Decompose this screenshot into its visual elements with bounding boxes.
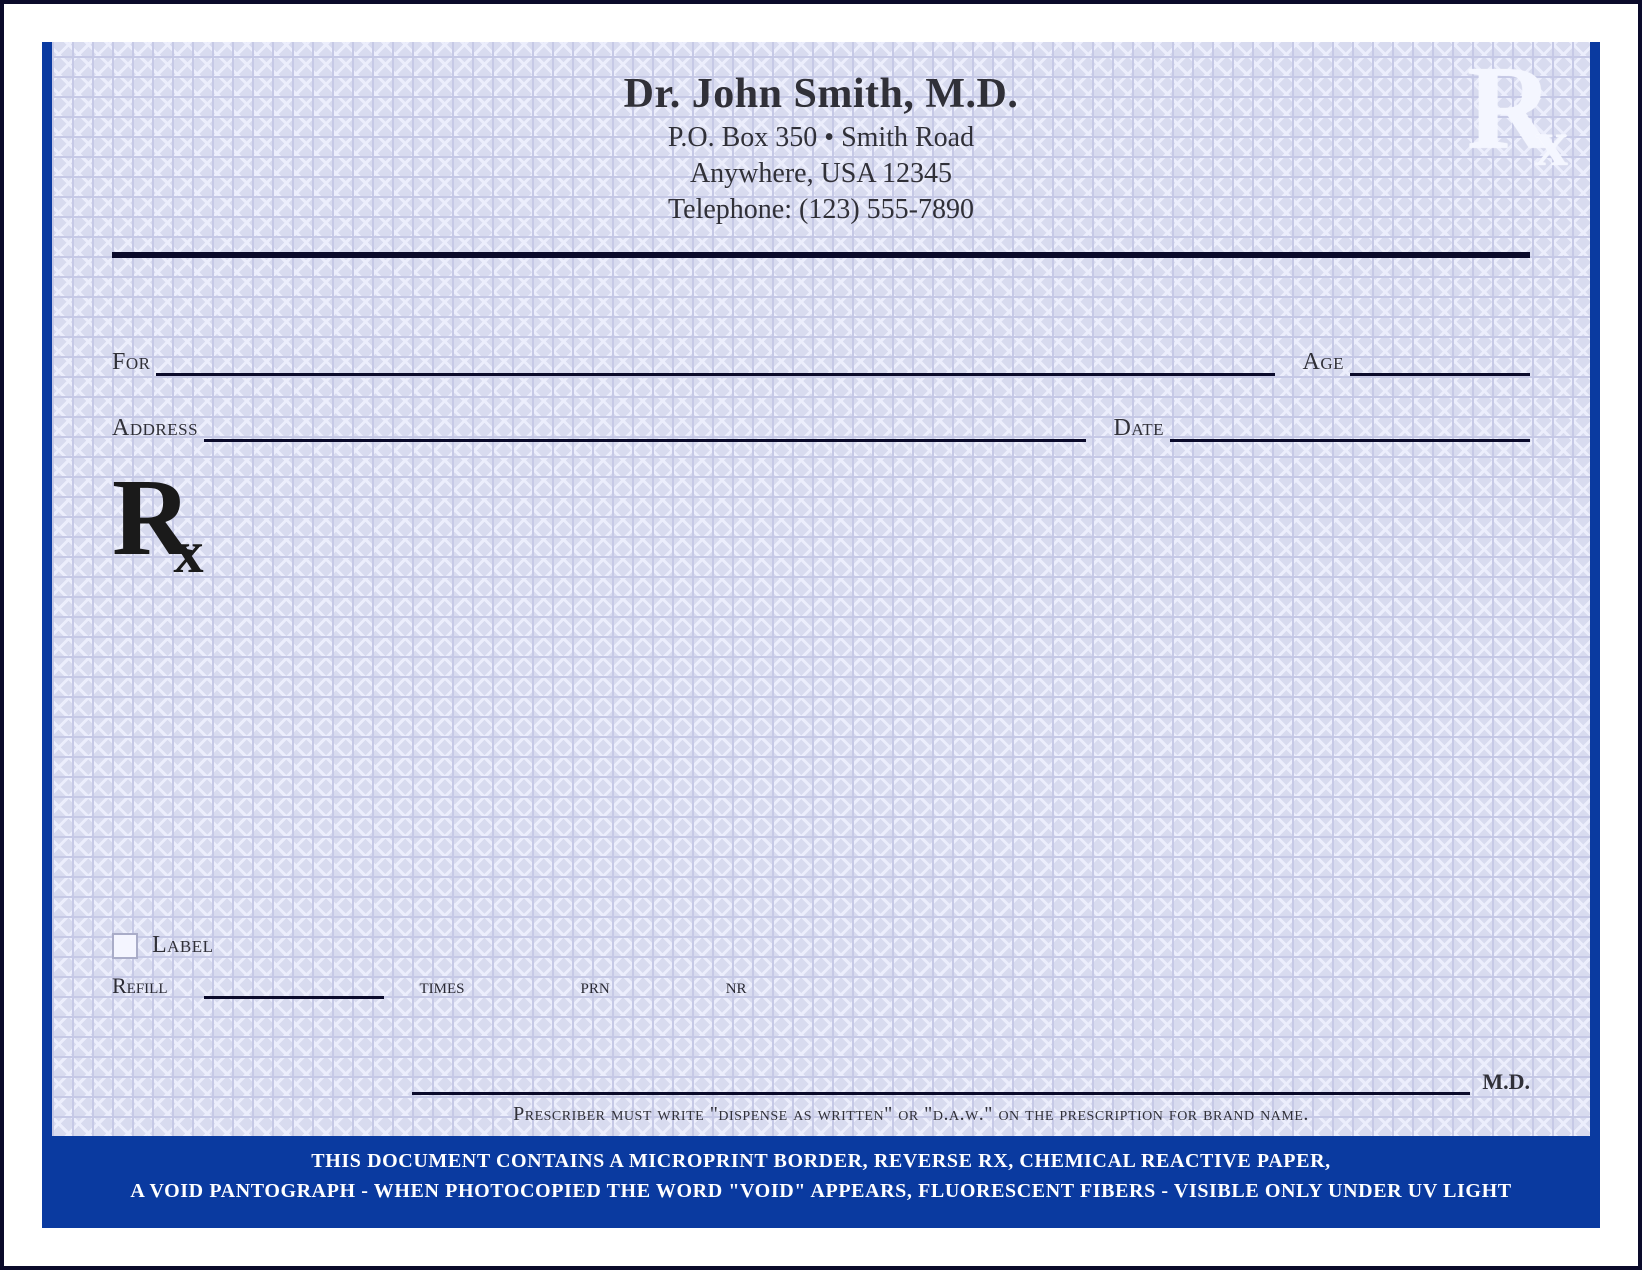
security-footer: This document contains a microprint bord…: [52, 1136, 1590, 1218]
rx-watermark-icon: Rx: [1467, 48, 1568, 177]
label-checkbox[interactable]: [112, 933, 138, 959]
row-address-date: Address Date: [112, 390, 1530, 442]
age-input-line[interactable]: [1350, 373, 1530, 376]
daw-instruction: Prescriber must write "dispense as writt…: [112, 1103, 1530, 1126]
rx-watermark-x: x: [1535, 107, 1568, 180]
doctor-name: Dr. John Smith, M.D.: [52, 70, 1590, 118]
city-state-zip: Anywhere, USA 12345: [52, 158, 1590, 190]
signature-line[interactable]: [412, 1092, 1470, 1095]
security-footer-line2: a void pantograph - when photocopied the…: [92, 1176, 1550, 1206]
prescriber-header: Dr. John Smith, M.D. P.O. Box 350 • Smit…: [52, 42, 1590, 226]
refill-row: Refill times prn nr: [112, 973, 1530, 999]
address-input-line[interactable]: [204, 439, 1085, 442]
date-label: Date: [1114, 415, 1165, 442]
times-label: times: [420, 973, 465, 999]
refill-label: Refill: [112, 973, 168, 999]
telephone-line: Telephone: (123) 555-7890: [52, 194, 1590, 226]
header-rule: [112, 252, 1530, 258]
patient-fields: For Age Address Date: [112, 310, 1530, 442]
bottom-options: Label Refill times prn nr M.D. Prescribe…: [112, 932, 1530, 1126]
for-input-line[interactable]: [156, 373, 1274, 376]
rx-symbol-x: x: [173, 519, 203, 586]
address-line: P.O. Box 350 • Smith Road: [52, 122, 1590, 154]
refill-count-line[interactable]: [204, 996, 384, 999]
age-label: Age: [1303, 349, 1345, 376]
label-checkbox-label: Label: [152, 932, 214, 959]
prescription-pad: Rx Dr. John Smith, M.D. P.O. Box 350 • S…: [42, 42, 1600, 1228]
label-checkbox-row: Label: [112, 932, 1530, 959]
signature-row: M.D.: [112, 1069, 1530, 1095]
for-label: For: [112, 349, 150, 376]
document-frame: Rx Dr. John Smith, M.D. P.O. Box 350 • S…: [0, 0, 1642, 1270]
security-footer-line1: This document contains a microprint bord…: [92, 1146, 1550, 1176]
rx-symbol-icon: Rx: [112, 462, 204, 584]
row-for-age: For Age: [112, 324, 1530, 376]
md-suffix: M.D.: [1482, 1069, 1530, 1095]
date-input-line[interactable]: [1170, 439, 1530, 442]
address-label: Address: [112, 415, 198, 442]
nr-label: nr: [726, 973, 747, 999]
prn-label: prn: [581, 973, 610, 999]
